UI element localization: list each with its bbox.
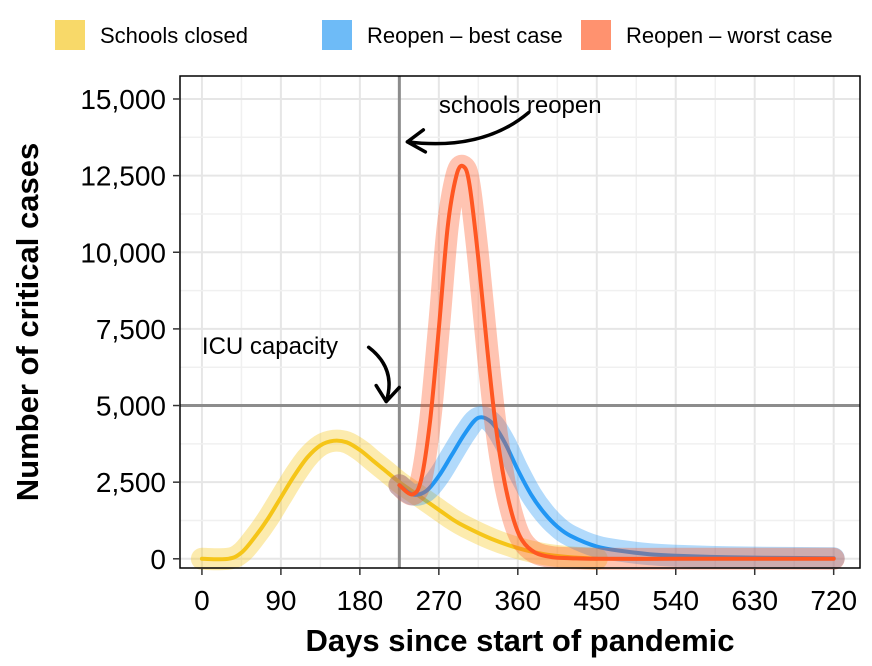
plot-border [179, 75, 861, 569]
series-2-line [397, 163, 836, 561]
legend-label: Reopen – best case [367, 23, 563, 48]
y-axis-title: Number of critical cases [10, 143, 45, 501]
y-tick-label: 12,500 [80, 161, 166, 192]
x-axis-title: Days since start of pandemic [306, 623, 735, 658]
x-tick-label: 630 [731, 585, 778, 616]
legend-label: Schools closed [100, 23, 248, 48]
x-tick-label: 450 [573, 585, 620, 616]
y-tick-label: 15,000 [80, 84, 166, 115]
series-1-line [397, 415, 836, 561]
plot-background [180, 76, 860, 568]
x-tick-label: 720 [810, 585, 857, 616]
arrow-icon [366, 345, 401, 404]
y-tick-label: 2,500 [96, 467, 166, 498]
annotation-icu-capacity: ICU capacity [202, 333, 338, 360]
x-tick-label: 90 [265, 585, 296, 616]
x-axis-ticks: 0 90 180 270 360 450 540 630 720 [194, 568, 857, 616]
arrow-icon [405, 111, 531, 154]
annotations: schools reopen ICU capacity [202, 92, 602, 404]
x-tick-label: 270 [415, 585, 462, 616]
y-axis-ticks: 0 2,500 5,000 7,500 10,000 12,500 15,000 [80, 84, 180, 575]
y-tick-label: 5,000 [96, 391, 166, 422]
legend-swatch [322, 20, 352, 50]
legend-label: Reopen – worst case [626, 23, 833, 48]
x-tick-label: 360 [494, 585, 541, 616]
y-tick-label: 10,000 [80, 237, 166, 268]
y-tick-label: 7,500 [96, 314, 166, 345]
y-tick-label: 0 [150, 544, 166, 575]
legend-swatch [581, 20, 611, 50]
legend: Schools closed Reopen – best case Reopen –… [55, 20, 833, 50]
x-tick-label: 540 [652, 585, 699, 616]
series-group [190, 155, 845, 571]
legend-swatch [55, 20, 85, 50]
annotation-schools-reopen: schools reopen [439, 92, 602, 119]
x-tick-label: 0 [194, 585, 210, 616]
x-tick-label: 180 [337, 585, 384, 616]
series-0-line [199, 438, 599, 562]
